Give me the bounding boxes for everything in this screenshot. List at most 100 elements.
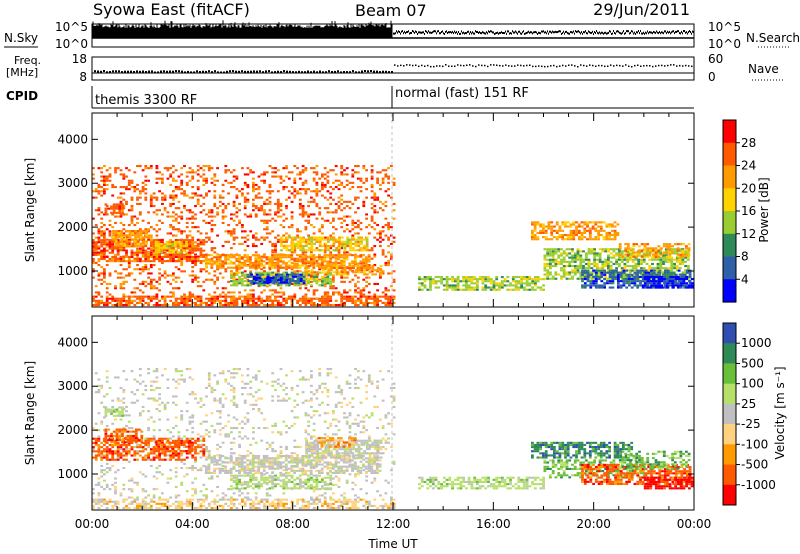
power-cell [442, 278, 446, 281]
power-cell [495, 278, 499, 281]
power-cell [354, 301, 357, 304]
power-cell [616, 231, 620, 234]
power-cell [183, 301, 186, 304]
power-cell [498, 284, 501, 287]
power-cell [381, 209, 385, 212]
power-cell [387, 272, 390, 275]
power-cell [276, 254, 280, 257]
nsky-point [446, 30, 447, 33]
power-cell [370, 202, 374, 205]
power-cell [94, 241, 98, 244]
nsky-point [664, 30, 665, 33]
power-cell [290, 299, 294, 302]
power-cell [155, 196, 159, 199]
power-cell [241, 299, 244, 302]
nsky-frame [91, 23, 695, 48]
power-cell [332, 276, 335, 279]
power-cell [384, 293, 388, 296]
power-cell [431, 282, 435, 285]
nsky-point [628, 30, 629, 33]
nsky-point [525, 32, 526, 35]
power-cell [260, 277, 264, 280]
power-cell [290, 301, 294, 304]
power-cell [334, 179, 338, 182]
power-cell [210, 224, 214, 227]
nave-point [526, 64, 528, 67]
power-cell [387, 221, 390, 224]
power-cell [280, 238, 283, 241]
power-cell [584, 258, 588, 261]
power-cell [161, 239, 164, 242]
power-cell [293, 179, 297, 182]
power-cell [509, 284, 512, 287]
power-cell [155, 213, 159, 216]
power-cell [345, 173, 349, 176]
power-cell [243, 254, 247, 257]
power-cell [320, 256, 324, 259]
power-cell [473, 276, 477, 279]
power-cell [194, 255, 197, 258]
power-cell [130, 253, 134, 256]
power-cell [503, 278, 507, 281]
power-cell [207, 169, 211, 172]
power-cell [232, 299, 236, 302]
power-cell [254, 207, 258, 210]
power-cell [108, 243, 112, 246]
power-cell [356, 196, 360, 199]
freq-point [184, 71, 186, 74]
power-cell [277, 273, 281, 276]
power-cell [276, 264, 280, 267]
power-cell [316, 271, 319, 274]
power-cell [125, 236, 129, 239]
power-cell [213, 280, 217, 283]
power-cell [238, 291, 241, 294]
power-cell [161, 258, 164, 261]
power-cell [105, 245, 109, 248]
power-cell [257, 256, 261, 259]
power-cell [594, 223, 598, 226]
nsky-point [670, 32, 671, 35]
power-cell [92, 245, 95, 248]
power-cell [260, 271, 264, 274]
power-cell [169, 274, 173, 277]
freq-point [361, 70, 363, 73]
nave-point [475, 65, 477, 68]
power-cell [365, 177, 368, 180]
power-cell [120, 238, 124, 241]
power-cell [147, 255, 150, 258]
power-cell [213, 301, 217, 304]
power-cell [100, 241, 104, 244]
power-cell [302, 275, 306, 278]
power-cell [130, 260, 134, 263]
power-cell [105, 291, 109, 294]
power-cell [114, 304, 117, 307]
power-cell [119, 173, 123, 176]
power-cell [318, 266, 321, 269]
freq-point [157, 71, 159, 74]
power-cell [271, 266, 274, 269]
power-cell [337, 256, 341, 259]
power-cell [210, 266, 214, 269]
power-cell [241, 230, 244, 233]
nsky-point [404, 30, 405, 33]
power-cell [323, 173, 327, 176]
power-cell [451, 286, 454, 289]
power-cell [323, 299, 327, 302]
nsky-point [406, 31, 407, 34]
power-cell [364, 258, 368, 261]
power-cell [149, 226, 153, 229]
power-cell [180, 215, 184, 218]
power-cell [263, 304, 266, 307]
power-cell [613, 238, 617, 241]
nsky-point [498, 32, 499, 35]
power-cell [370, 183, 374, 186]
power-cell [266, 281, 269, 284]
power-cell [287, 234, 291, 237]
power-cell [582, 258, 585, 261]
power-cell [92, 304, 95, 307]
power-cell [202, 209, 206, 212]
power-cell [114, 169, 117, 172]
power-cell [583, 223, 587, 226]
power-cell [100, 194, 104, 197]
power-cell [340, 295, 344, 298]
